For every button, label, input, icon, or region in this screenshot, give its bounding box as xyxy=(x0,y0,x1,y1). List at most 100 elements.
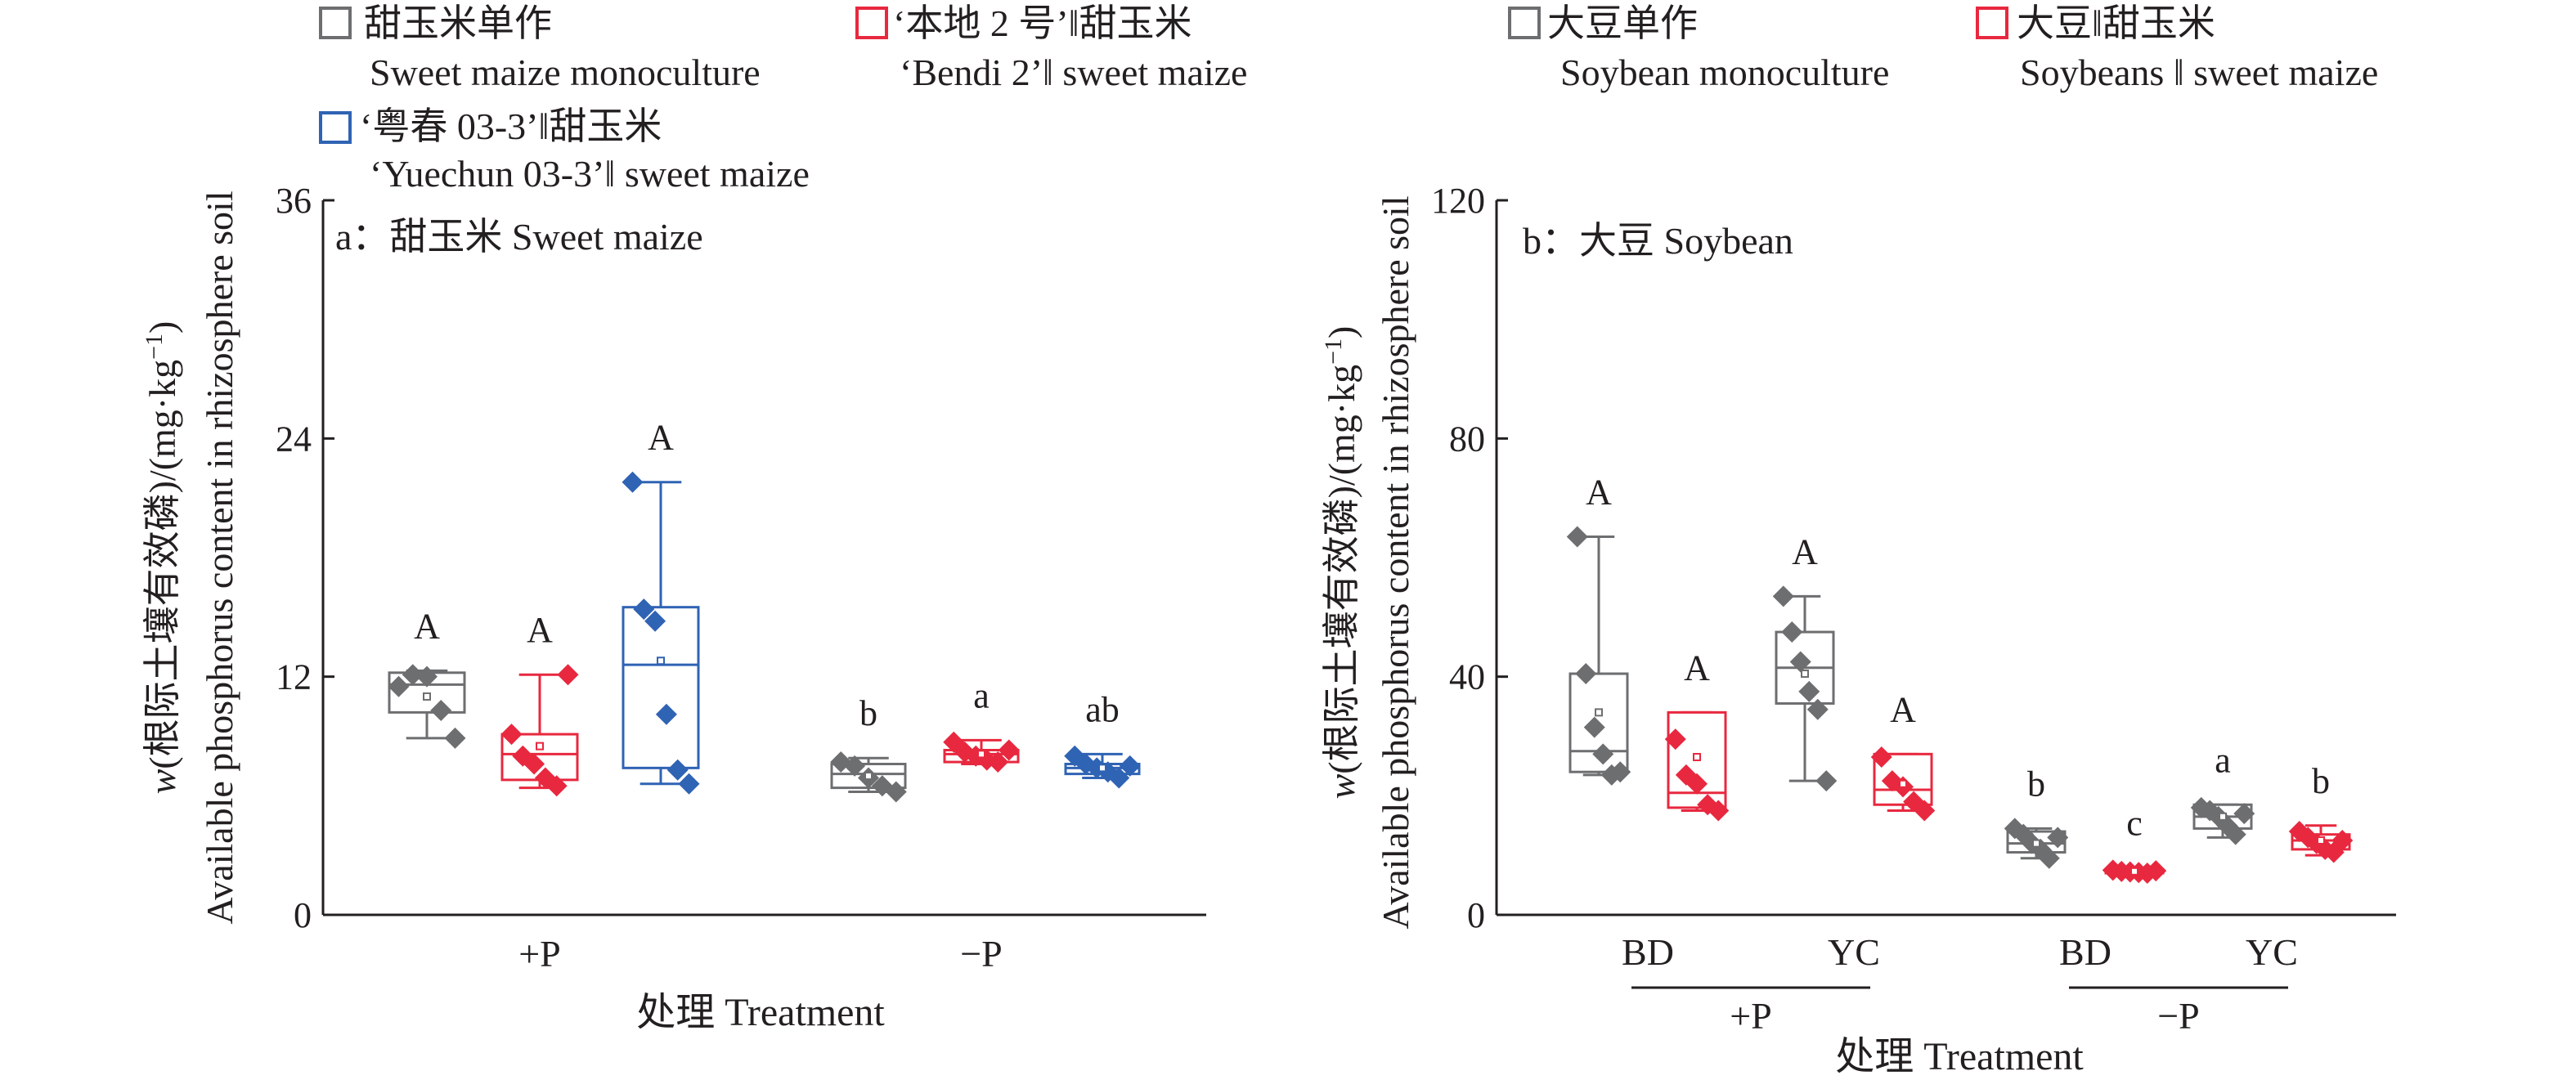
significance-letter: A xyxy=(1890,689,1916,729)
data-point xyxy=(1914,800,1936,822)
legend-swatch-bendi xyxy=(855,7,888,39)
legend-swatch-soy-intercrop xyxy=(1976,7,2008,39)
data-point xyxy=(402,664,424,686)
panel-b-group-label: −P xyxy=(2157,995,2200,1037)
legend-b-zh-0: 大豆单作 xyxy=(1547,2,1698,44)
data-point xyxy=(2233,803,2255,825)
legend-a: 甜玉米单作 Sweet maize monoculture ‘本地 2 号’‖甜… xyxy=(319,2,1247,195)
significance-letter: A xyxy=(1684,648,1710,688)
data-point xyxy=(1781,621,1803,643)
significance-letter: b xyxy=(859,693,877,733)
data-point xyxy=(622,471,644,493)
mean-marker xyxy=(977,750,985,759)
data-point xyxy=(523,753,545,775)
data-point xyxy=(987,751,1009,773)
data-point xyxy=(678,773,700,795)
panel-b-axes: 0 40 80 120 xyxy=(1431,181,2396,935)
data-point xyxy=(998,739,1020,761)
mean-marker xyxy=(1693,752,1701,761)
legend-a-en-2: ‘Yuechun 03-3’‖ sweet maize xyxy=(370,153,810,195)
panel-b-sub-label: YC xyxy=(2246,931,2298,973)
data-point xyxy=(1789,651,1811,673)
legend-a-en-1: ‘Bendi 2’‖ sweet maize xyxy=(900,52,1247,93)
box-iqr xyxy=(622,606,700,769)
panel-b: w(根际土壤有效磷)/(mg·kg−1) Available phosphoru… xyxy=(1320,181,2396,1078)
significance-letter: ab xyxy=(1085,689,1120,729)
significance-letter: b xyxy=(2312,761,2330,801)
mean-marker xyxy=(1899,779,1907,788)
data-point xyxy=(2331,829,2354,851)
data-point xyxy=(2145,860,2167,882)
mean-marker xyxy=(864,772,873,781)
mean-marker xyxy=(2317,836,2325,845)
panel-b-box-sweet_mono xyxy=(2004,818,2069,869)
data-point xyxy=(1798,680,1820,702)
significance-letter: A xyxy=(527,610,553,650)
data-point xyxy=(545,775,568,797)
significance-letter: A xyxy=(414,606,440,646)
data-point xyxy=(666,759,689,781)
data-point xyxy=(1664,728,1686,751)
panel-a-group-label: −P xyxy=(960,933,1003,975)
data-point xyxy=(1108,767,1130,789)
panel-b-xlabel: 处理 Treatment xyxy=(1835,1035,2084,1078)
significance-letter: A xyxy=(1586,473,1612,513)
panel-a-box-sweet_mono xyxy=(830,751,907,803)
data-point xyxy=(1686,773,1708,795)
panel-a-ytick-label: 24 xyxy=(276,419,312,459)
panel-b-box-sweet_mono xyxy=(1772,585,1838,792)
ylabel-superscript: −1 xyxy=(1320,338,1347,365)
panel-b-ytick-label: 120 xyxy=(1431,181,1485,221)
panel-a-ylabel-en: Available phosphorus content in rhizosph… xyxy=(199,190,240,924)
data-point xyxy=(633,598,655,621)
data-point xyxy=(1806,698,1829,720)
mean-marker xyxy=(2032,839,2040,848)
mean-marker xyxy=(423,692,431,701)
panel-a-group-label: +P xyxy=(518,933,561,975)
data-point xyxy=(2004,818,2026,840)
legend-swatch-sweet-mono xyxy=(319,7,352,39)
panel-a-box-sweet_mono xyxy=(388,664,466,749)
panel-a-box-yuechun xyxy=(1064,745,1141,789)
panel-a-ylabel-zh: w(根际土壤有效磷)/(mg·kg−1) xyxy=(141,321,183,795)
panel-a: w(根际土壤有效磷)/(mg·kg−1) Available phosphoru… xyxy=(141,181,1206,1034)
mean-marker xyxy=(2219,812,2227,821)
mean-marker xyxy=(2130,867,2138,876)
data-point xyxy=(430,699,452,721)
data-point xyxy=(1575,663,1597,685)
ylabel-superscript: −1 xyxy=(141,334,168,360)
panel-a-box-bendi xyxy=(943,731,1020,773)
data-point xyxy=(885,781,907,803)
panel-b-sub-label: BD xyxy=(2059,931,2112,973)
panel-b-box-bendi xyxy=(1664,710,1730,822)
data-point xyxy=(2013,823,2035,845)
panel-b-ylabel-zh: w(根际土壤有效磷)/(mg·kg−1) xyxy=(1320,326,1362,800)
data-point xyxy=(444,727,466,749)
panel-b-marks: A A A Ab c a b BD YC BD YC +P −P xyxy=(1566,473,2354,1037)
data-point xyxy=(644,610,666,632)
data-point xyxy=(500,724,523,746)
legend-b-zh-1: 大豆‖甜玉米 xyxy=(2017,2,2215,44)
significance-letter: A xyxy=(1792,531,1818,571)
mean-marker xyxy=(1098,764,1106,773)
panel-b-sub-label: BD xyxy=(1622,931,1674,973)
data-point xyxy=(1592,743,1614,765)
significance-letter: a xyxy=(2215,740,2231,780)
data-point xyxy=(844,755,866,777)
panel-a-ytick-label: 36 xyxy=(276,181,312,221)
legend-swatch-yuechun xyxy=(319,111,352,144)
panel-b-box-sweet_mono xyxy=(1566,526,1631,786)
panel-b-box-bendi xyxy=(1870,746,1936,822)
data-point xyxy=(1708,800,1730,822)
panel-a-box-yuechun xyxy=(622,471,700,795)
mean-marker xyxy=(657,657,665,665)
panel-a-label: a：甜玉米 Sweet maize xyxy=(335,216,703,258)
data-point xyxy=(1119,755,1141,777)
data-point xyxy=(1566,526,1588,548)
legend-a-en-0: Sweet maize monoculture xyxy=(370,52,761,93)
panel-b-label: b：大豆 Soybean xyxy=(1523,220,1793,262)
data-point xyxy=(1870,746,1892,768)
data-point xyxy=(2038,847,2060,869)
panel-b-box-bendi xyxy=(2102,859,2167,885)
